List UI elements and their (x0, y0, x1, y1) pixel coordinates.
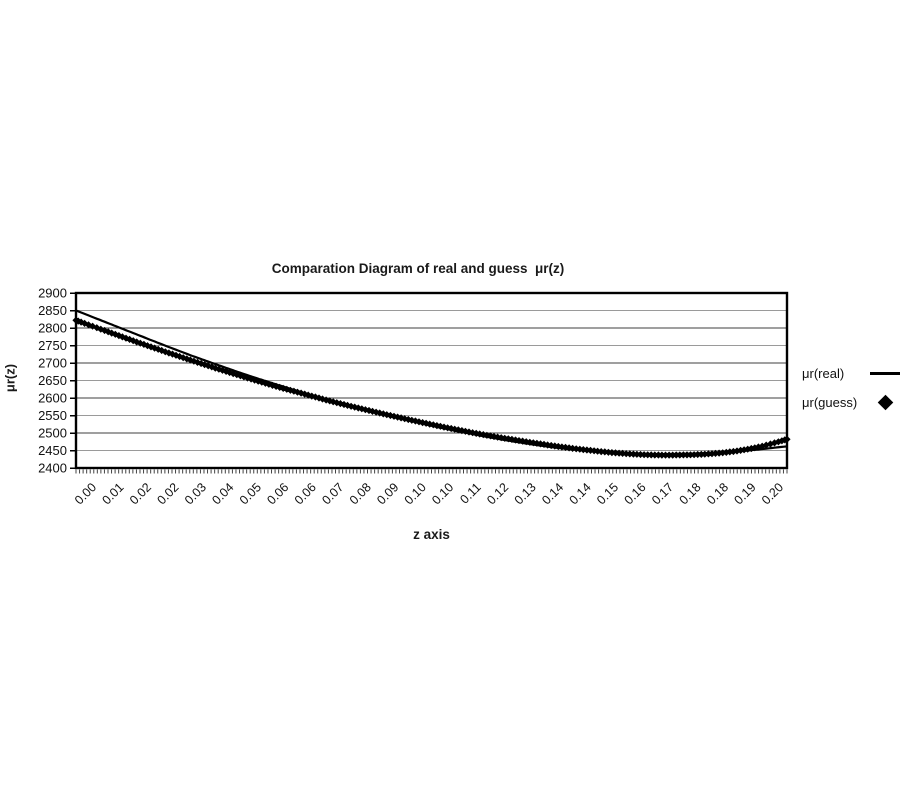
y-tick-label: 2750 (38, 338, 67, 353)
x-tick-label: 0.04 (209, 480, 236, 507)
x-tick-label: 0.03 (182, 480, 209, 507)
line-swatch (870, 371, 900, 376)
x-tick-label: 0.18 (677, 480, 704, 507)
x-tick-label: 0.14 (567, 480, 594, 507)
x-tick-label: 0.17 (649, 480, 676, 507)
x-tick-comb (75, 469, 788, 474)
y-tick-label: 2800 (38, 321, 67, 336)
x-tick-label: 0.05 (237, 480, 264, 507)
y-tick-label: 2900 (38, 286, 67, 301)
plot-border (74, 291, 789, 470)
x-tick-label: 0.20 (759, 480, 786, 507)
x-tick-label: 0.07 (319, 480, 346, 507)
legend: μr(real) μr(guess) (802, 359, 900, 417)
y-tick-label: 2450 (38, 443, 67, 458)
x-tick-label: 0.06 (264, 480, 291, 507)
legend-label-real: μr(real) (802, 366, 845, 381)
diamond-swatch (877, 394, 893, 411)
y-axis-title: μr(z) (2, 363, 18, 393)
legend-item-guess: μr(guess) (802, 388, 900, 417)
x-tick-label: 0.02 (154, 480, 181, 507)
x-tick-label: 0.13 (512, 480, 539, 507)
y-tick-label: 2650 (38, 373, 67, 388)
chart-title: Comparation Diagram of real and guess μr… (271, 261, 565, 276)
y-tick-label: 2600 (38, 391, 67, 406)
series-real-line (75, 309, 788, 456)
x-tick-label: 0.02 (127, 480, 154, 507)
y-tick-label: 2700 (38, 356, 67, 371)
x-tick-label: 0.18 (704, 480, 731, 507)
legend-label-guess: μr(guess) (802, 395, 858, 410)
x-tick-label: 0.09 (374, 480, 401, 507)
x-tick-label: 0.19 (732, 480, 759, 507)
x-tick-label: 0.00 (72, 480, 99, 507)
x-axis-title: z axis (413, 527, 450, 542)
y-tick-label: 2850 (38, 303, 67, 318)
x-tick-label: 0.16 (622, 480, 649, 507)
y-tick-label: 2550 (38, 408, 67, 423)
x-tick-label: 0.15 (594, 480, 621, 507)
legend-line-icon (868, 371, 900, 376)
x-tick-label: 0.14 (539, 480, 566, 507)
x-tick-label: 0.08 (347, 480, 374, 507)
x-tick-label: 0.10 (429, 480, 456, 507)
y-tick-label: 2400 (38, 461, 67, 476)
x-tick-label: 0.12 (484, 480, 511, 507)
y-tick-label: 2500 (38, 426, 67, 441)
legend-diamond-icon (868, 394, 900, 411)
x-tick-label: 0.10 (402, 480, 429, 507)
x-tick-label: 0.01 (99, 480, 126, 507)
x-tick-label: 0.11 (457, 480, 483, 506)
series-guess-markers (72, 316, 791, 459)
legend-item-real: μr(real) (802, 359, 900, 388)
x-tick-label: 0.06 (292, 480, 319, 507)
